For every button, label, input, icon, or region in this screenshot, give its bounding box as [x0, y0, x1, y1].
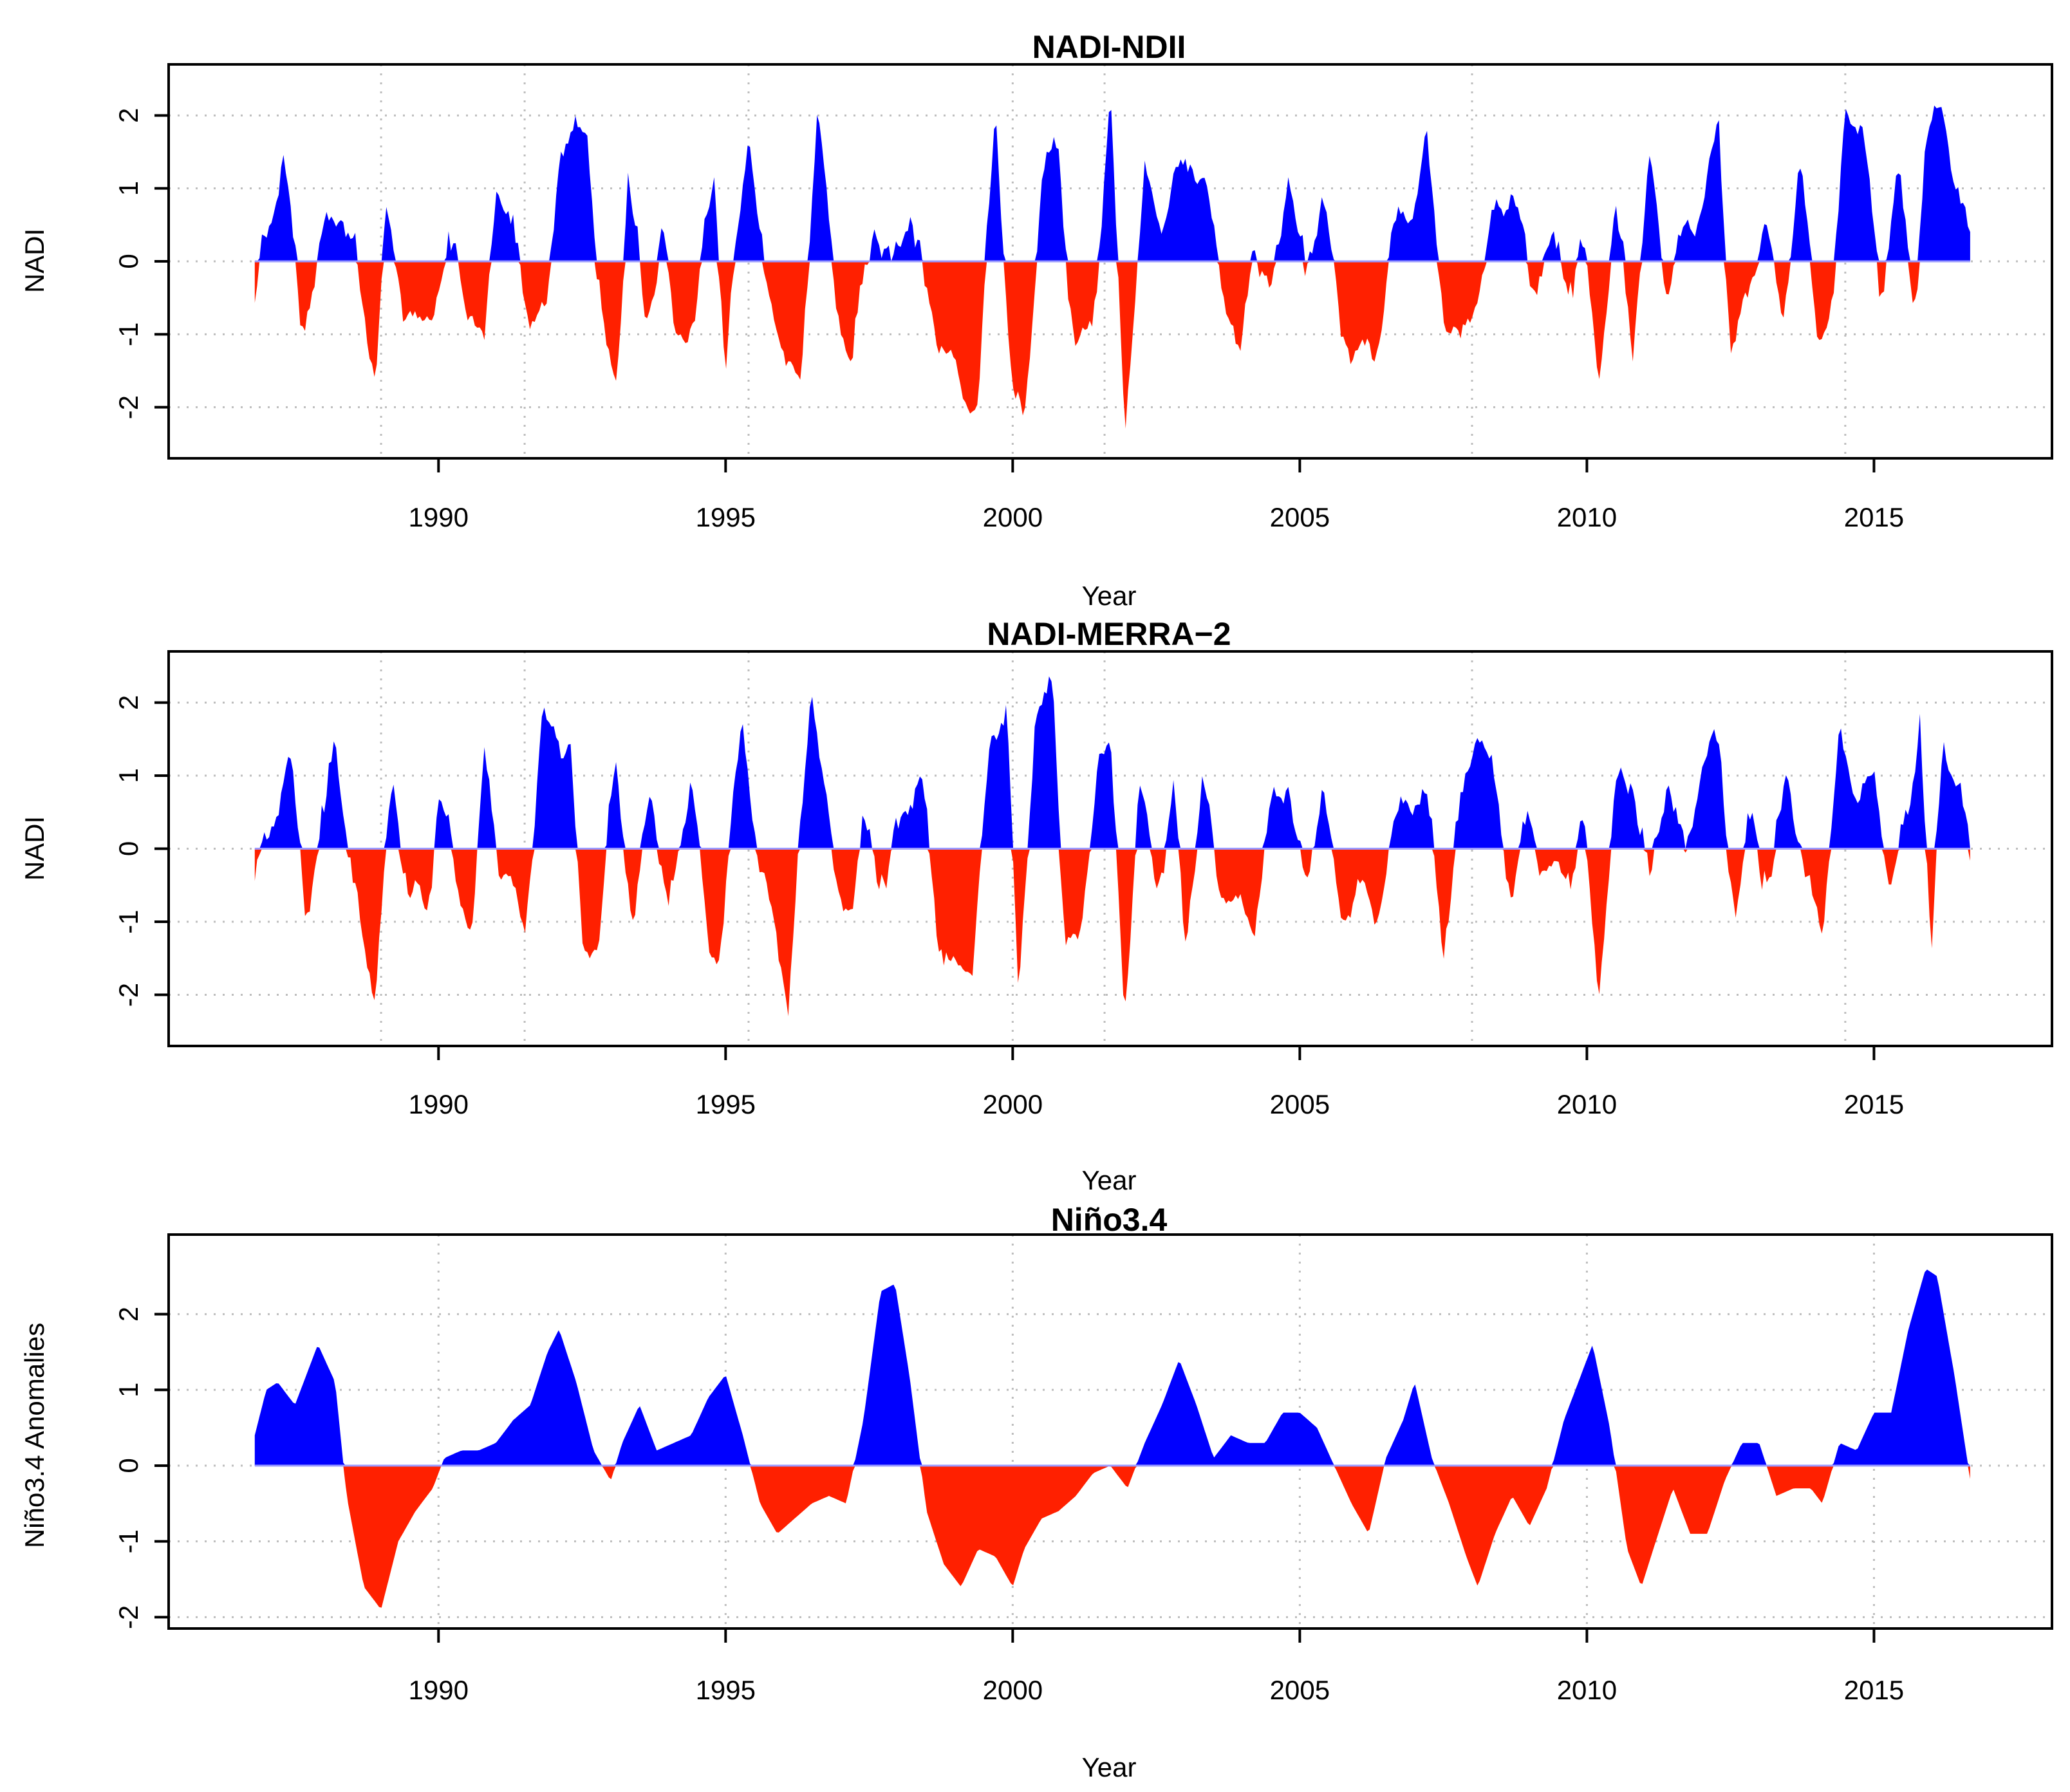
x-tick-label: 2000	[983, 1675, 1043, 1705]
y-tick-label: 1	[113, 1383, 144, 1397]
y-tick-label: 1	[113, 768, 144, 783]
panel-3-title: Niño3.4	[1051, 1202, 1168, 1238]
positive-area	[254, 1269, 1970, 1466]
y-tick-label: -2	[113, 395, 144, 419]
positive-area	[254, 105, 1970, 261]
y-tick-label: -2	[113, 983, 144, 1007]
x-tick-label: 1990	[409, 502, 469, 532]
x-tick-label: 2015	[1844, 1089, 1904, 1119]
y-tick-label: 0	[113, 1458, 144, 1473]
positive-area	[254, 676, 1970, 849]
panel-nadi-merra2: NADI-MERRA−2 -2 -1 0 1 2 1990 1995 2000 2005 2010…	[19, 616, 2053, 1195]
y-tick-label: 0	[113, 254, 144, 268]
panel-3-y-axis: -2 -1 0 1 2	[113, 1307, 170, 1629]
x-tick-label: 2005	[1270, 502, 1330, 532]
panel-3-grid	[169, 1235, 2052, 1629]
panel-2-title: NADI-MERRA−2	[987, 616, 1231, 652]
panel-2-xlabel: Year	[1082, 1165, 1137, 1195]
x-tick-label: 2000	[983, 1089, 1043, 1119]
x-tick-label: 1990	[409, 1089, 469, 1119]
x-tick-label: 2010	[1557, 1675, 1617, 1705]
y-tick-label: -1	[113, 910, 144, 933]
y-tick-label: 0	[113, 841, 144, 856]
x-tick-label: 2010	[1557, 502, 1617, 532]
y-tick-label: -2	[113, 1605, 144, 1629]
x-tick-label: 2005	[1270, 1089, 1330, 1119]
panel-1-title: NADI-NDII	[1032, 29, 1186, 65]
x-tick-label: 2000	[983, 502, 1043, 532]
x-tick-label: 2015	[1844, 1675, 1904, 1705]
y-tick-label: 2	[113, 108, 144, 123]
negative-area	[254, 1465, 1970, 1608]
negative-area	[254, 848, 1970, 1016]
panel-1-xlabel: Year	[1082, 581, 1137, 611]
y-tick-label: 1	[113, 181, 144, 196]
panel-1-x-axis: 1990 1995 2000 2005 2010 2015	[409, 457, 1904, 532]
x-tick-label: 1995	[696, 1675, 756, 1705]
panel-nadi-ndii: NADI-NDII -2 -1 0 1 2 1990 1995 2000 2005 2010 201…	[19, 29, 2053, 611]
panel-1-y-axis: -2 -1 0 1 2	[113, 108, 170, 419]
panel-3-x-axis: 1990 1995 2000 2005 2010 2015	[409, 1627, 1904, 1705]
x-tick-label: 2015	[1844, 502, 1904, 532]
panel-3-plot-area: -2 -1 0 1 2 1990 1995 2000 2005 2010 2015	[113, 1233, 2053, 1705]
x-tick-label: 2010	[1557, 1089, 1617, 1119]
x-tick-label: 1995	[696, 1089, 756, 1119]
y-tick-label: 2	[113, 1307, 144, 1321]
negative-area	[254, 261, 1970, 429]
panel-2-plot-area: -2 -1 0 1 2 1990 1995 2000 2005 2010 2015	[113, 650, 2053, 1119]
panel-1-ylabel: NADI	[19, 229, 50, 293]
x-tick-label: 1995	[696, 502, 756, 532]
x-tick-label: 1990	[409, 1675, 469, 1705]
panel-3-xlabel: Year	[1082, 1752, 1137, 1782]
panel-2-ylabel: NADI	[19, 816, 50, 881]
panel-2-x-axis: 1990 1995 2000 2005 2010 2015	[409, 1045, 1904, 1119]
panel-1-plot-area: -2 -1 0 1 2 1990 1995 2000 2005 2010 2015	[113, 63, 2053, 532]
x-tick-label: 2005	[1270, 1675, 1330, 1705]
y-tick-label: 2	[113, 695, 144, 710]
panel-3-frame	[167, 1233, 2053, 1630]
y-tick-label: -1	[113, 1529, 144, 1553]
panel-2-y-axis: -2 -1 0 1 2	[113, 695, 170, 1007]
panel-3-ylabel: Niño3.4 Anomalies	[19, 1323, 50, 1548]
y-tick-label: -1	[113, 322, 144, 346]
